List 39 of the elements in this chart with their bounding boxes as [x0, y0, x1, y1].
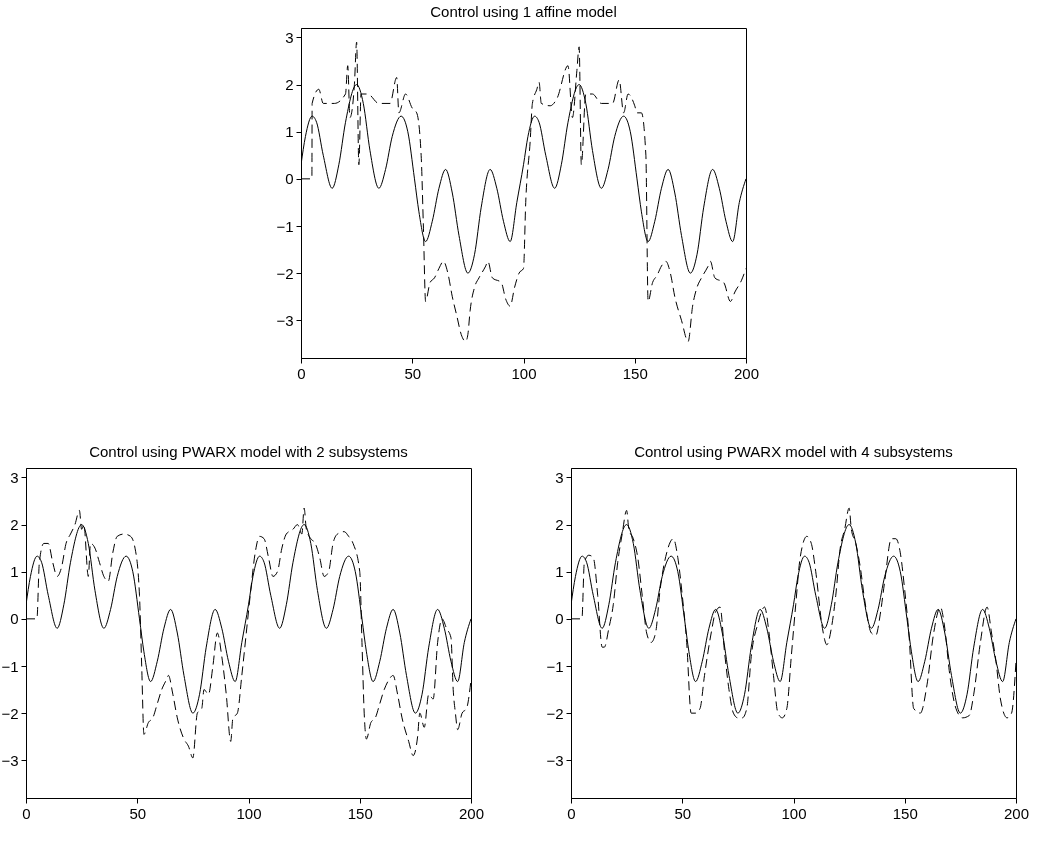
y-tick-label: −1 — [1, 657, 19, 675]
x-tick-label: 200 — [458, 804, 485, 822]
y-tick-label: −2 — [1, 704, 19, 722]
y-tick-label: −1 — [546, 657, 564, 675]
y-tick-label: 1 — [285, 123, 294, 141]
y-tick-label: 2 — [285, 76, 294, 94]
x-tick-label: 200 — [733, 364, 760, 382]
x-tick-label: 150 — [892, 804, 918, 822]
y-tick-label: −3 — [546, 751, 564, 769]
x-tick-label: 100 — [781, 804, 807, 822]
y-tick-label: −1 — [276, 217, 294, 235]
y-tick-label: 1 — [555, 563, 564, 581]
y-tick-label: 0 — [285, 170, 294, 188]
x-tick-label: 0 — [297, 364, 306, 382]
x-tick-label: 50 — [129, 804, 147, 822]
y-tick-label: 0 — [10, 610, 19, 628]
x-tick-label: 150 — [622, 364, 648, 382]
chart-title: Control using PWARX model with 2 subsystems — [89, 443, 408, 460]
x-tick-label: 50 — [404, 364, 422, 382]
y-tick-label: −3 — [1, 751, 19, 769]
x-tick-label: 100 — [236, 804, 262, 822]
x-tick-label: 50 — [674, 804, 692, 822]
y-tick-label: 3 — [555, 468, 564, 486]
y-tick-label: −2 — [276, 264, 294, 282]
y-tick-label: 2 — [10, 516, 19, 534]
x-tick-label: 0 — [22, 804, 31, 822]
y-tick-label: 0 — [555, 610, 564, 628]
y-tick-label: 2 — [555, 516, 564, 534]
chart-title: Control using 1 affine model — [430, 3, 617, 20]
x-tick-label: 200 — [1003, 804, 1030, 822]
y-tick-label: 1 — [10, 563, 19, 581]
x-tick-label: 150 — [347, 804, 373, 822]
y-tick-label: −3 — [276, 311, 294, 329]
x-tick-label: 100 — [511, 364, 537, 382]
chart-title: Control using PWARX model with 4 subsystems — [634, 443, 953, 460]
x-tick-label: 0 — [567, 804, 576, 822]
y-tick-label: 3 — [10, 468, 19, 486]
y-tick-label: 3 — [285, 28, 294, 46]
y-tick-label: −2 — [546, 704, 564, 722]
